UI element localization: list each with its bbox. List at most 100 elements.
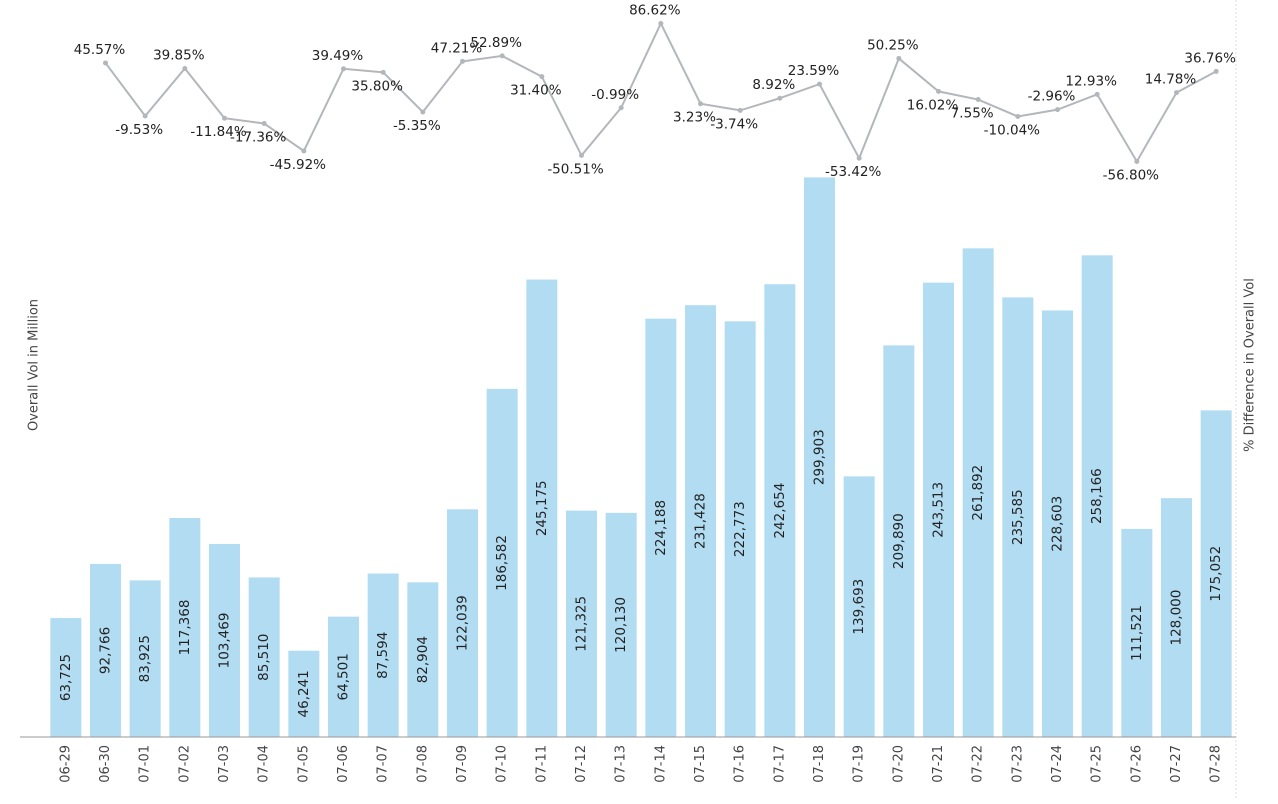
bar <box>1042 310 1073 737</box>
x-tick-label: 07-28 <box>1209 745 1224 783</box>
line-value-label: -3.74% <box>710 116 758 132</box>
line-point <box>1134 158 1140 164</box>
line-point <box>777 95 783 101</box>
line-value-label: -50.51% <box>547 161 604 177</box>
line-point <box>499 53 505 59</box>
line-point <box>579 152 584 158</box>
bar-value-label: 63,725 <box>58 654 74 701</box>
bar <box>288 650 320 737</box>
bar <box>447 509 478 737</box>
line-value-label: 23.59% <box>788 63 840 79</box>
line-value-label: -5.35% <box>393 118 441 134</box>
bar-value-label: 299,903 <box>812 429 828 485</box>
line-value-label: -53.42% <box>825 164 882 180</box>
x-tick-label: 07-02 <box>177 745 192 783</box>
bar-value-label: 92,766 <box>98 627 114 674</box>
bar <box>1161 498 1192 737</box>
x-tick-label: 07-16 <box>733 745 748 783</box>
bar-value-label: 85,510 <box>256 634 272 681</box>
x-tick-label: 07-10 <box>495 745 510 783</box>
x-tick-label: 07-23 <box>1010 745 1025 783</box>
x-tick-label: 07-25 <box>1090 745 1105 783</box>
bar-value-label: 245,175 <box>534 480 550 536</box>
bar-value-label: 242,654 <box>772 483 788 539</box>
x-tick-label: 07-22 <box>971 745 986 783</box>
line-point <box>301 148 307 154</box>
line-value-label: 8.92% <box>752 77 795 93</box>
x-tick-label: 06-30 <box>98 745 113 783</box>
bar <box>1081 255 1113 738</box>
line-point <box>261 121 267 127</box>
bar-value-label: 258,166 <box>1089 468 1105 524</box>
line-value-label: -9.53% <box>115 122 163 138</box>
bar-value-label: 103,469 <box>217 613 233 669</box>
x-tick-label: 07-27 <box>1169 745 1184 783</box>
bar <box>50 618 82 737</box>
line-point <box>341 66 346 72</box>
line-point <box>1094 91 1100 97</box>
bar-value-label: 186,582 <box>494 535 510 591</box>
bar-value-label: 128,000 <box>1169 590 1185 646</box>
x-tick-label: 07-07 <box>376 745 391 783</box>
bar <box>685 305 716 737</box>
line-point <box>222 115 227 121</box>
x-tick-label: 07-01 <box>138 745 153 783</box>
x-tick-label: 07-18 <box>812 745 827 783</box>
line-point <box>1015 113 1021 119</box>
line-point <box>103 60 108 66</box>
x-tick-label: 07-04 <box>257 745 272 783</box>
bar <box>129 580 161 737</box>
bar <box>328 616 359 737</box>
line-value-label: -10.04% <box>984 122 1041 138</box>
bar-value-label: 46,241 <box>296 670 312 717</box>
x-tick-label: 07-20 <box>891 745 906 783</box>
line-value-label: -56.80% <box>1103 167 1160 183</box>
bar <box>367 573 399 737</box>
line-value-label: 31.40% <box>510 83 562 99</box>
bar-value-label: 243,513 <box>931 482 947 538</box>
bar <box>843 476 875 737</box>
line-value-label: 14.78% <box>1145 72 1197 88</box>
bar-value-label: 120,130 <box>613 597 629 653</box>
line-value-label: 36.76% <box>1184 50 1236 66</box>
x-tick-label: 07-03 <box>217 745 232 783</box>
x-tick-label: 07-24 <box>1050 745 1065 783</box>
bar-value-label: 122,039 <box>455 595 471 651</box>
line-value-label: -11.84% <box>190 124 247 140</box>
x-tick-label: 07-06 <box>336 745 351 783</box>
line-point <box>1055 107 1060 113</box>
x-tick-label: 07-15 <box>693 745 708 783</box>
line-value-label: 3.23% <box>673 110 716 126</box>
line-value-label: -45.92% <box>270 157 327 173</box>
bar <box>248 577 280 737</box>
line-value-label: 7.55% <box>951 106 994 122</box>
bar-value-label: 261,892 <box>970 465 986 521</box>
line-value-label: -2.96% <box>1028 89 1076 105</box>
line-point <box>856 155 862 161</box>
bar-value-label: 121,325 <box>574 596 590 652</box>
x-tick-label: 07-21 <box>931 745 946 783</box>
bar <box>1002 297 1034 737</box>
line-point <box>896 55 902 61</box>
x-tick-label: 07-14 <box>653 745 668 783</box>
bar <box>645 318 677 737</box>
bar <box>1200 410 1232 737</box>
line-point <box>142 113 148 119</box>
line-value-label: 39.49% <box>312 48 364 64</box>
line-point <box>1174 90 1179 96</box>
x-tick-label: 07-26 <box>1129 745 1144 783</box>
bar <box>883 345 915 737</box>
bar-value-label: 231,428 <box>693 493 709 549</box>
bar <box>209 543 240 737</box>
line-value-label: 47.21% <box>431 40 483 56</box>
x-tick-label: 07-12 <box>574 745 589 783</box>
bar-value-label: 228,603 <box>1050 496 1066 552</box>
line-point <box>420 109 426 115</box>
line-value-label: 35.80% <box>351 78 403 94</box>
x-tick-label: 07-08 <box>415 745 430 783</box>
line-point <box>737 107 743 113</box>
line-value-label: 52.89% <box>470 35 522 51</box>
bar <box>724 321 756 737</box>
bar <box>90 563 121 737</box>
